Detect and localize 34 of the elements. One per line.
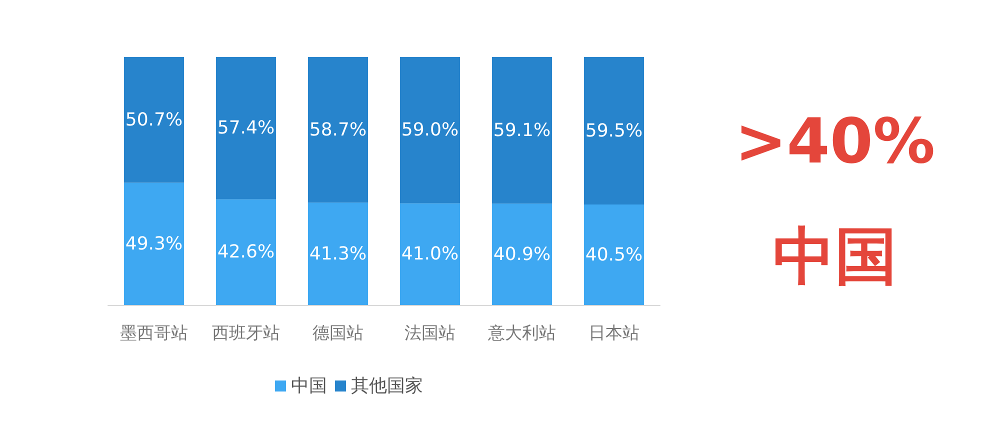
data-label: 40.5% [585, 244, 643, 266]
data-label: 58.7% [309, 119, 367, 140]
data-label: 59.1% [493, 120, 551, 141]
bar [308, 57, 368, 203]
bar [584, 204, 644, 305]
bar [584, 57, 644, 205]
bar [308, 202, 368, 305]
bar [124, 57, 184, 183]
x-tick-label: 意大利站 [487, 324, 556, 344]
data-label: 41.3% [309, 243, 367, 264]
bar [400, 203, 460, 305]
data-label: 57.4% [217, 118, 275, 139]
data-label: 49.3% [125, 233, 183, 254]
data-label: 59.5% [585, 120, 643, 142]
bar [400, 57, 460, 204]
bar [124, 182, 184, 305]
legend-label: 其他国家 [351, 376, 423, 396]
x-tick-label: 墨西哥站 [120, 324, 188, 344]
text: >40% [734, 104, 936, 178]
bar [492, 204, 552, 305]
data-label: 59.0% [401, 120, 459, 141]
bar [216, 57, 276, 200]
x-tick-label: 德国站 [312, 324, 364, 344]
x-tick-label: 西班牙站 [212, 324, 280, 344]
legend-label: 中国 [291, 376, 327, 396]
data-label: 41.0% [401, 244, 459, 265]
text: 中国 [773, 220, 897, 292]
data-label: 40.9% [493, 244, 551, 265]
x-tick-label: 日本站 [588, 324, 640, 344]
data-label: 42.6% [217, 242, 275, 263]
data-label: 50.7% [125, 109, 183, 130]
x-tick-label: 法国站 [404, 324, 456, 344]
bar [216, 199, 276, 305]
bar [492, 57, 552, 204]
